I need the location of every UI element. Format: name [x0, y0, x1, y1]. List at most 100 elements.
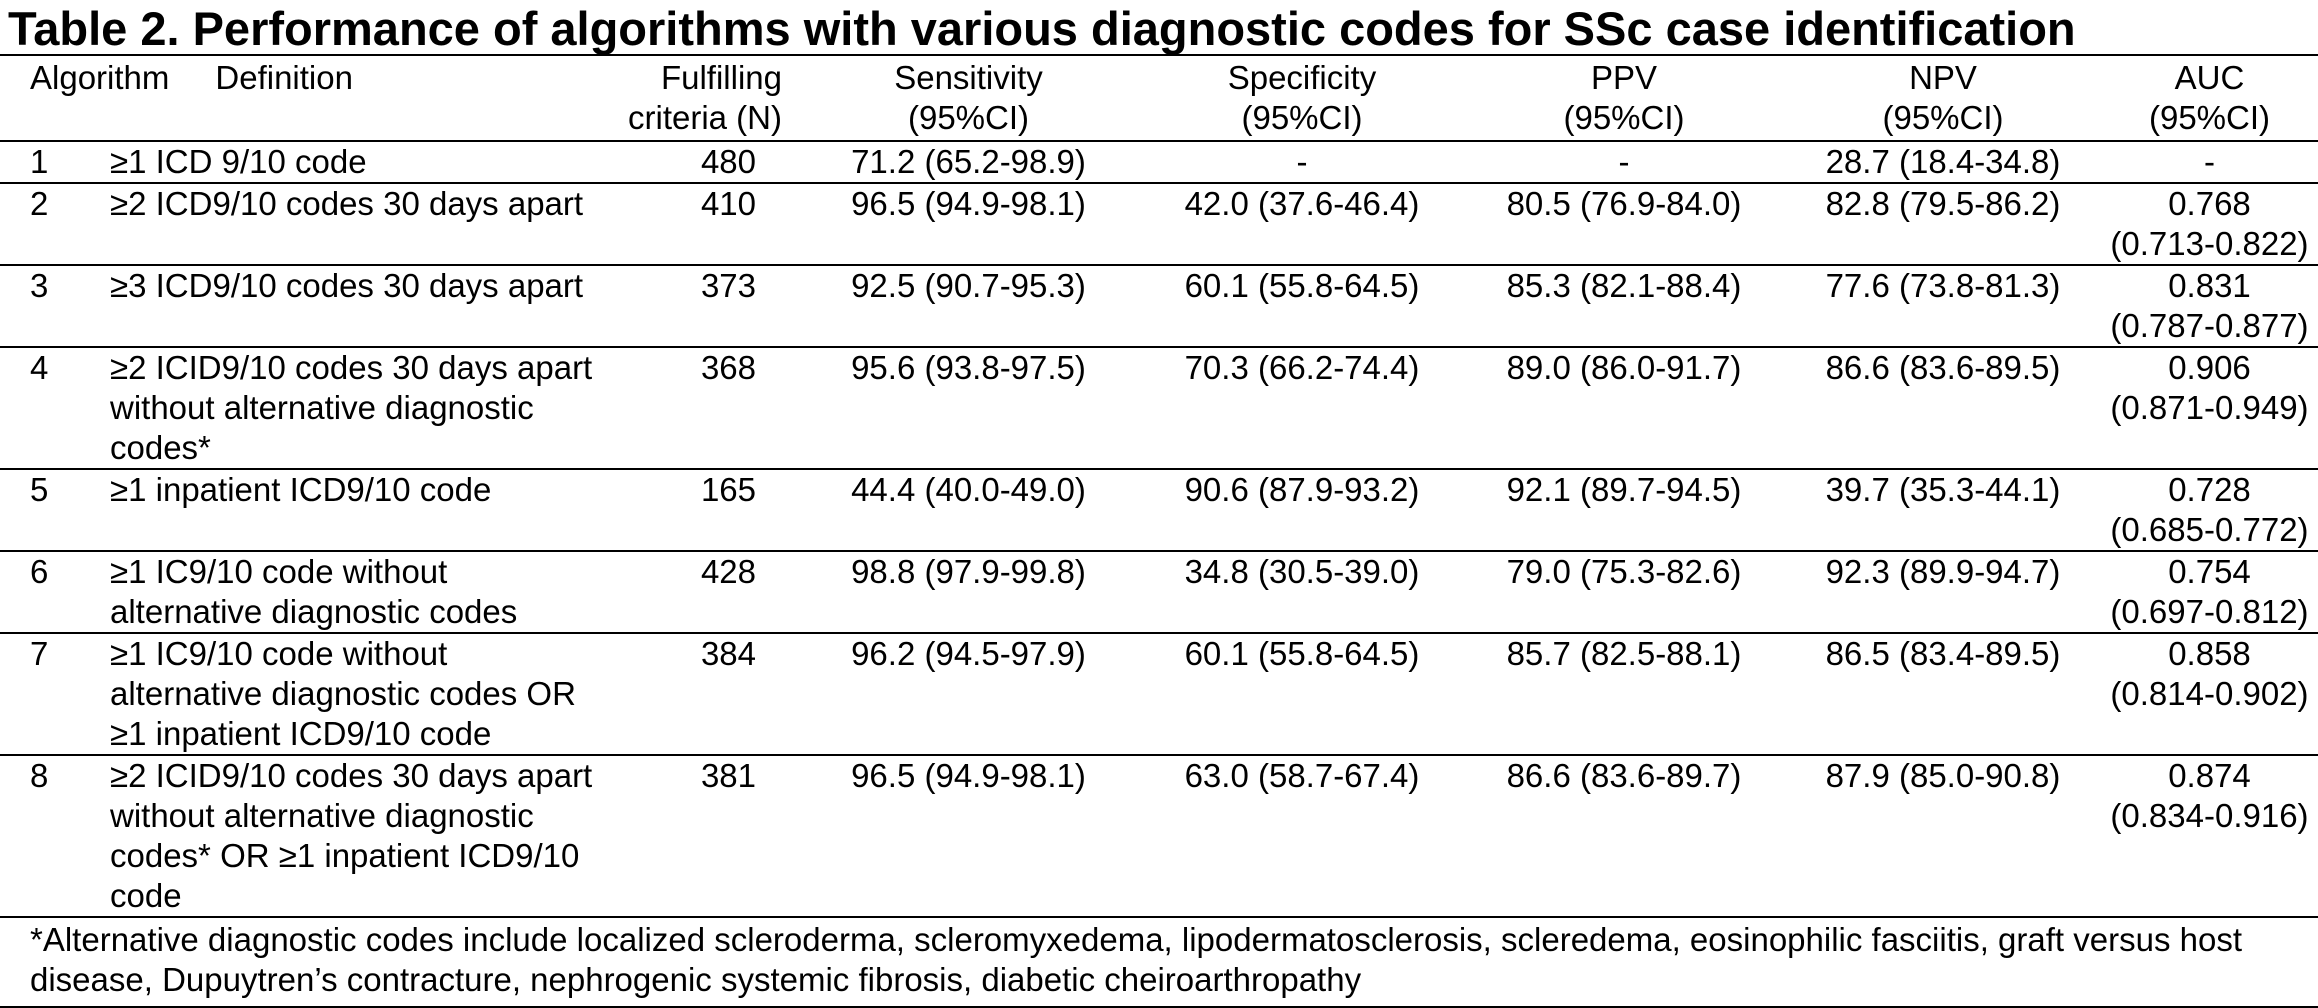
cell-fulfilling-n: 381 [700, 757, 756, 794]
cell-ppv: 86.6 (83.6-89.7) [1506, 757, 1742, 794]
cell-sensitivity: 44.4 (40.0-49.0) [851, 471, 1086, 508]
table-row: 1 ≥1 ICD 9/10 code 480 71.2 (65.2-98.9) - - 28… [0, 141, 2318, 183]
header-sensitivity-line2: (95%CI) [907, 99, 1030, 136]
cell-specificity: 70.3 (66.2-74.4) [1184, 349, 1420, 386]
cell-algorithm: 2 [30, 185, 49, 222]
cell-definition: ≥2 ICID9/10 codes 30 days apart without … [110, 349, 593, 466]
header-npv: NPV (95%CI) [1785, 54, 2101, 142]
table-row: 3 ≥3 ICD9/10 codes 30 days apart 373 92.5 (… [0, 265, 2318, 347]
header-npv-line1: NPV [1909, 59, 1977, 96]
cell-specificity: 42.0 (37.6-46.4) [1184, 185, 1420, 222]
performance-table: Algorithm Definition Fulfilling criteria … [0, 54, 2318, 1008]
cell-auc-value: 0.831 [2168, 267, 2251, 304]
cell-auc-value: 0.768 [2168, 185, 2251, 222]
cell-sensitivity: 96.2 (94.5-97.9) [851, 635, 1086, 672]
cell-definition: ≥1 IC9/10 code without alternative diagn… [110, 553, 518, 630]
cell-auc: 0.906 (0.871-0.949) [2101, 347, 2318, 469]
header-specificity-line2: (95%CI) [1241, 99, 1363, 136]
cell-definition: ≥1 IC9/10 code without alternative diagn… [110, 635, 576, 752]
cell-specificity: - [1296, 143, 1308, 180]
cell-ppv: 85.7 (82.5-88.1) [1506, 635, 1742, 672]
cell-fulfilling-n: 428 [700, 553, 756, 590]
table-row: 8 ≥2 ICID9/10 codes 30 days apart without… [0, 755, 2318, 917]
cell-definition: ≥1 inpatient ICD9/10 code [110, 471, 492, 508]
cell-ppv: 89.0 (86.0-91.7) [1506, 349, 1742, 386]
cell-npv: 82.8 (79.5-86.2) [1825, 185, 2061, 222]
cell-auc-ci: (0.685-0.772) [2110, 511, 2309, 548]
header-specificity: Specificity (95%CI) [1141, 54, 1463, 142]
cell-auc-value: 0.728 [2168, 471, 2251, 508]
cell-auc-ci: (0.814-0.902) [2110, 675, 2309, 712]
cell-auc-value: 0.754 [2168, 553, 2251, 590]
cell-fulfilling-n: 480 [700, 143, 756, 180]
table-footer: *Alternative diagnostic codes include lo… [0, 916, 2318, 1008]
cell-npv: 87.9 (85.0-90.8) [1825, 757, 2061, 794]
cell-auc: 0.874 (0.834-0.916) [2101, 755, 2318, 917]
cell-definition: ≥2 ICD9/10 codes 30 days apart [110, 185, 584, 222]
cell-ppv: - [1618, 143, 1630, 180]
cell-algorithm: 5 [30, 471, 49, 508]
cell-auc: 0.768 (0.713-0.822) [2101, 183, 2318, 265]
header-ppv-line1: PPV [1590, 59, 1658, 96]
cell-npv: 92.3 (89.9-94.7) [1825, 553, 2061, 590]
cell-auc: 0.831 (0.787-0.877) [2101, 265, 2318, 347]
footnote: *Alternative diagnostic codes include lo… [0, 916, 2318, 1008]
cell-sensitivity: 92.5 (90.7-95.3) [851, 267, 1086, 304]
header-definition: Definition [215, 59, 353, 96]
cell-definition: ≥2 ICID9/10 codes 30 days apart without … [110, 757, 593, 914]
table-title: Table 2. Performance of algorithms with … [8, 2, 2076, 55]
cell-specificity: 90.6 (87.9-93.2) [1184, 471, 1420, 508]
cell-npv: 77.6 (73.8-81.3) [1825, 267, 2061, 304]
cell-auc: - [2101, 141, 2318, 183]
header-ppv: PPV (95%CI) [1463, 54, 1785, 142]
table-header: Algorithm Definition Fulfilling criteria … [0, 54, 2318, 142]
table-row: 7 ≥1 IC9/10 code without alternative diag… [0, 633, 2318, 755]
cell-definition: ≥1 ICD 9/10 code [110, 143, 367, 180]
cell-fulfilling-n: 165 [700, 471, 756, 508]
table-row: 6 ≥1 IC9/10 code without alternative diag… [0, 551, 2318, 633]
cell-sensitivity: 96.5 (94.9-98.1) [851, 757, 1086, 794]
cell-auc-ci: (0.713-0.822) [2110, 225, 2309, 262]
header-algorithm-definition: Algorithm Definition [0, 54, 606, 142]
cell-specificity: 63.0 (58.7-67.4) [1184, 757, 1420, 794]
cell-specificity: 60.1 (55.8-64.5) [1184, 267, 1420, 304]
cell-auc: 0.754 (0.697-0.812) [2101, 551, 2318, 633]
header-npv-line2: (95%CI) [1882, 99, 2004, 136]
cell-npv: 86.6 (83.6-89.5) [1825, 349, 2061, 386]
header-sensitivity: Sensitivity (95%CI) [796, 54, 1141, 142]
table-body: 1 ≥1 ICD 9/10 code 480 71.2 (65.2-98.9) - -28… [0, 141, 2318, 917]
cell-auc: 0.858 (0.814-0.902) [2101, 633, 2318, 755]
header-sensitivity-line1: Sensitivity [894, 59, 1043, 96]
header-auc-line1: AUC [2174, 59, 2245, 96]
cell-fulfilling-n: 384 [700, 635, 756, 672]
header-auc-line2: (95%CI) [2148, 99, 2271, 136]
cell-sensitivity: 96.5 (94.9-98.1) [851, 185, 1086, 222]
cell-auc-value: - [2204, 143, 2215, 180]
cell-auc-ci: (0.787-0.877) [2110, 307, 2309, 344]
cell-specificity: 34.8 (30.5-39.0) [1184, 553, 1420, 590]
header-algorithm: Algorithm [30, 59, 170, 96]
cell-ppv: 79.0 (75.3-82.6) [1506, 553, 1742, 590]
header-fulfilling-line1: Fulfilling [660, 59, 782, 96]
cell-npv: 86.5 (83.4-89.5) [1825, 635, 2061, 672]
cell-fulfilling-n: 373 [700, 267, 756, 304]
cell-ppv: 80.5 (76.9-84.0) [1506, 185, 1742, 222]
cell-auc: 0.728 (0.685-0.772) [2101, 469, 2318, 551]
cell-algorithm: 3 [30, 267, 49, 304]
cell-sensitivity: 95.6 (93.8-97.5) [851, 349, 1086, 386]
cell-auc-ci: (0.871-0.949) [2110, 389, 2309, 426]
header-auc: AUC (95%CI) [2101, 54, 2318, 142]
cell-algorithm: 6 [30, 553, 49, 590]
cell-auc-value: 0.874 [2168, 757, 2251, 794]
table-row: 5 ≥1 inpatient ICD9/10 code 165 44.4 (40.0-… [0, 469, 2318, 551]
header-ppv-line2: (95%CI) [1563, 99, 1685, 136]
header-fulfilling-line2: criteria (N) [628, 99, 782, 136]
cell-fulfilling-n: 410 [700, 185, 756, 222]
cell-ppv: 92.1 (89.7-94.5) [1506, 471, 1742, 508]
header-specificity-line1: Specificity [1227, 59, 1377, 96]
cell-npv: 39.7 (35.3-44.1) [1825, 471, 2061, 508]
cell-ppv: 85.3 (82.1-88.4) [1506, 267, 1742, 304]
table-row: 4 ≥2 ICID9/10 codes 30 days apart without… [0, 347, 2318, 469]
cell-auc-value: 0.858 [2168, 635, 2251, 672]
cell-npv: 28.7 (18.4-34.8) [1825, 143, 2061, 180]
